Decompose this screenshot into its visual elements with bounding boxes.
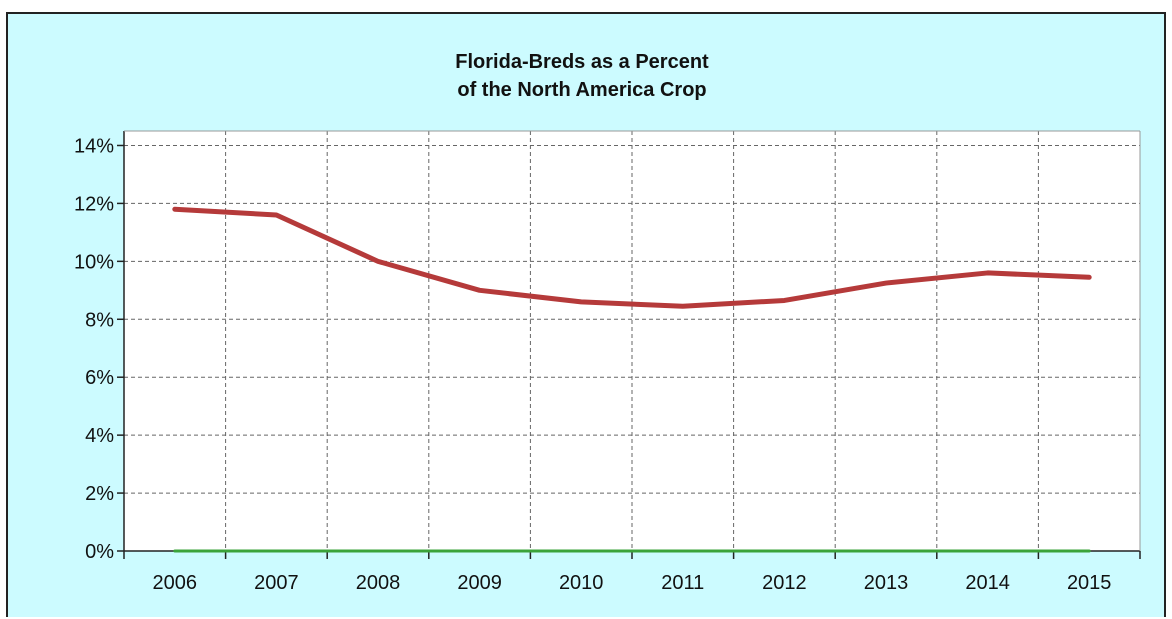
chart-panel: Florida-Breds as a Percent of the North … bbox=[6, 12, 1166, 617]
x-tick-label: 2009 bbox=[457, 572, 502, 594]
x-tick-label: 2007 bbox=[254, 572, 299, 594]
y-tick-label: 14% bbox=[74, 135, 114, 157]
y-tick-label: 12% bbox=[74, 193, 114, 215]
y-tick-label: 2% bbox=[85, 483, 114, 505]
x-tick-label: 2015 bbox=[1067, 572, 1112, 594]
x-tick-label: 2014 bbox=[965, 572, 1010, 594]
y-tick-label: 10% bbox=[74, 251, 114, 273]
x-tick-label: 2011 bbox=[661, 572, 704, 594]
x-tick-label: 2012 bbox=[762, 572, 807, 594]
x-tick-label: 2008 bbox=[356, 572, 401, 594]
y-tick-label: 4% bbox=[85, 425, 114, 447]
chart-title-line-2: of the North America Crop bbox=[457, 79, 706, 101]
y-tick-label: 0% bbox=[85, 541, 114, 563]
x-tick-label: 2006 bbox=[153, 572, 198, 594]
x-tick-label: 2013 bbox=[864, 572, 909, 594]
line-chart: Florida-Breds as a Percent of the North … bbox=[8, 14, 1168, 619]
x-tick-label: 2010 bbox=[559, 572, 604, 594]
y-tick-label: 8% bbox=[85, 309, 114, 331]
chart-title-line-1: Florida-Breds as a Percent bbox=[455, 51, 709, 73]
y-tick-label: 6% bbox=[85, 367, 114, 389]
